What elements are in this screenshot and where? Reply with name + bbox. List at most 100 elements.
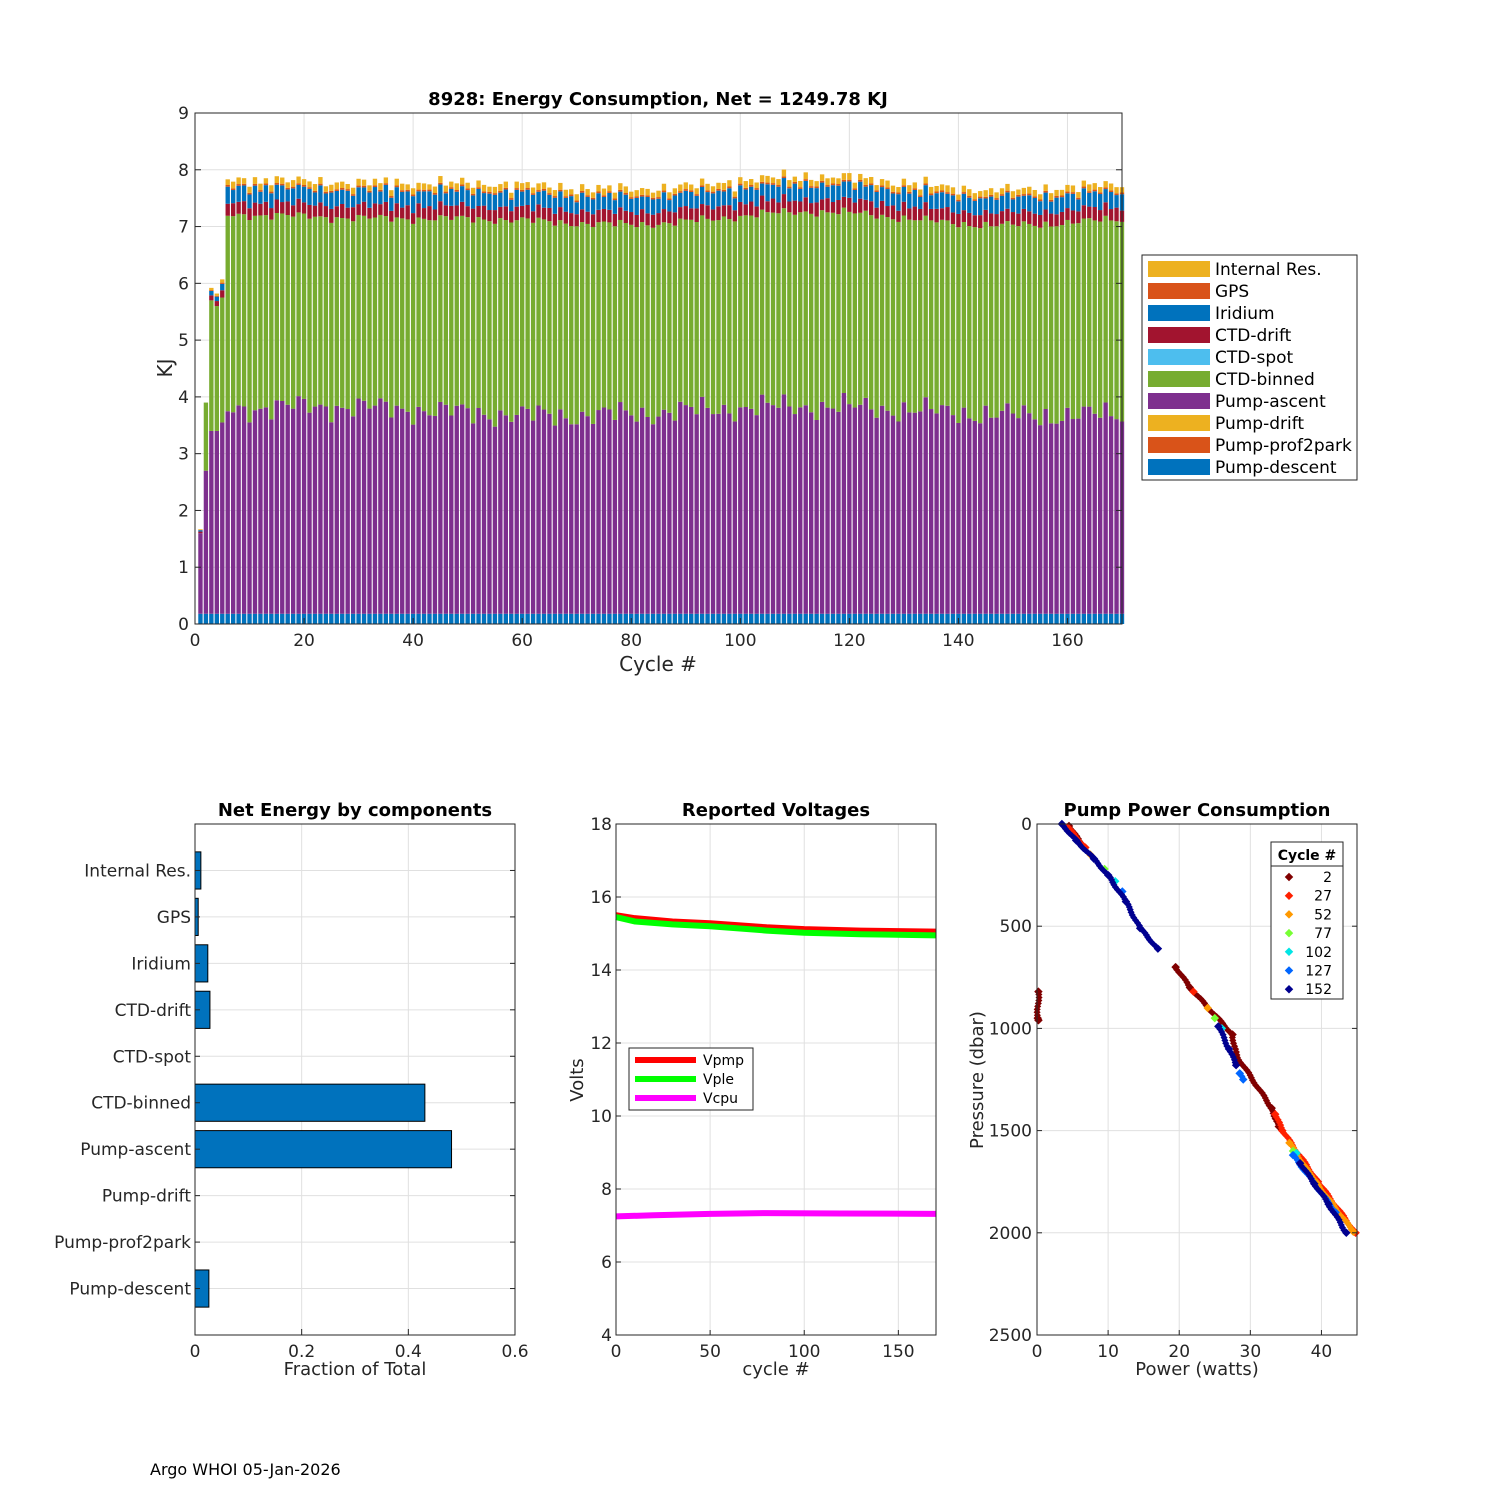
energy-bar-segment [710,220,716,415]
energy-bar-segment [607,185,612,192]
energy-bar-segment [890,415,896,614]
energy-bar-segment [269,219,274,420]
components-category-label: Pump-ascent [80,1140,191,1160]
energy-bar-segment [443,191,449,194]
energy-bar-segment [530,420,536,614]
energy-bar-segment [939,192,945,209]
energy-bar-segment [585,196,590,212]
energy-bar-segment [978,196,983,199]
energy-bar-segment [400,190,405,192]
energy-bar-segment [1098,192,1103,195]
energy-bar-segment [945,405,950,614]
energy-bar-segment [967,212,972,227]
energy-bar-segment [465,190,470,207]
energy-bar-segment [694,208,699,222]
energy-bar-segment [1114,613,1119,624]
energy-bar-segment [552,213,558,226]
components-xtick-label: 0.6 [501,1342,528,1362]
energy-bar-segment [721,216,727,405]
energy-bar-segment [460,404,465,614]
energy-bar-segment [345,189,350,191]
energy-bar-segment [1065,191,1070,194]
energy-bar-segment [672,195,678,213]
energy-bar-segment [661,183,667,191]
energy-bar-segment [721,191,727,206]
energy-bar-segment [759,613,765,624]
energy-bar-segment [1076,211,1081,224]
energy-bar-segment [410,424,416,614]
energy-bar-segment [492,193,498,195]
energy-bar-segment [912,220,917,413]
energy-bar-segment [236,177,241,185]
energy-bar-segment [967,418,972,614]
energy-bar-segment [323,186,329,192]
energy-bar-segment [623,410,628,614]
energy-bar-segment [694,221,699,415]
energy-bar-segment [770,405,776,614]
energy-bar-segment [972,193,977,200]
energy-bar-segment [705,613,710,624]
energy-bar-segment [563,196,568,198]
energy-bar-segment [683,219,688,406]
energy-bar-segment [809,213,814,413]
energy-bar-segment [329,422,334,614]
energy-bar-segment [470,222,476,424]
pump-point [1285,1138,1294,1148]
energy-bar-segment [427,613,432,624]
energy-bar-segment [269,185,274,192]
energy-bar-segment [650,424,656,614]
energy-bar-segment [481,193,487,206]
energy-bar-segment [361,201,367,216]
energy-bar-segment [972,227,977,421]
energy-bar-segment [269,193,274,209]
energy-bar-segment [601,407,607,614]
voltages-title: Reported Voltages [682,800,870,821]
energy-bar-segment [498,190,503,193]
energy-bar-segment [280,213,285,402]
energy-bar-segment [890,205,896,220]
voltages-ticks: 4 6 8 10 12 14 16 18 0 50 100 150 [590,815,914,1362]
energy-bar-segment [678,218,683,402]
energy-bar-segment [781,394,787,614]
energy-bar-segment [770,177,776,184]
energy-bar-segment [879,187,885,201]
energy-bar-segment [230,188,236,191]
energy-bar-segment [400,191,405,208]
energy-bar-segment [334,182,339,190]
energy-bar-segment [427,191,432,207]
energy-bar-segment [301,186,307,203]
energy-bar-segment [481,191,487,194]
energy-bar-segment [498,206,503,219]
energy-ytick-label: 0 [178,615,189,635]
energy-bar-segment [361,185,367,188]
energy-bar-segment [667,613,672,624]
energy-bar-segment [841,393,847,614]
energy-bar-segment [765,402,770,614]
energy-bar-segment [710,209,716,221]
energy-bar-segment [389,417,394,614]
energy-bar-segment [498,218,503,411]
energy-bar-segment [639,209,645,223]
energy-bar-segment [307,218,312,413]
energy-bar-segment [334,190,339,207]
energy-bar-segment [269,208,274,220]
energy-bar-segment [449,187,454,189]
energy-bar-segment [988,194,994,197]
energy-bar-segment [885,613,890,624]
energy-bar-segment [290,613,296,624]
energy-bar-segment [776,202,781,214]
energy-bar-segment [661,209,667,223]
energy-bar-segment [340,189,345,205]
energy-bar-segment [994,226,999,418]
energy-bar-segment [672,188,678,194]
energy-bar-segment [601,195,607,197]
energy-bar-segment [367,218,372,409]
energy-bar-segment [830,177,836,184]
energy-bar-segment [503,187,508,190]
energy-bar-segment [727,186,732,189]
energy-bar-segment [1038,199,1043,202]
energy-bar-segment [716,220,721,414]
energy-bar-segment [961,407,967,614]
energy-bar-segment [340,204,345,219]
energy-bar-segment [547,413,552,614]
